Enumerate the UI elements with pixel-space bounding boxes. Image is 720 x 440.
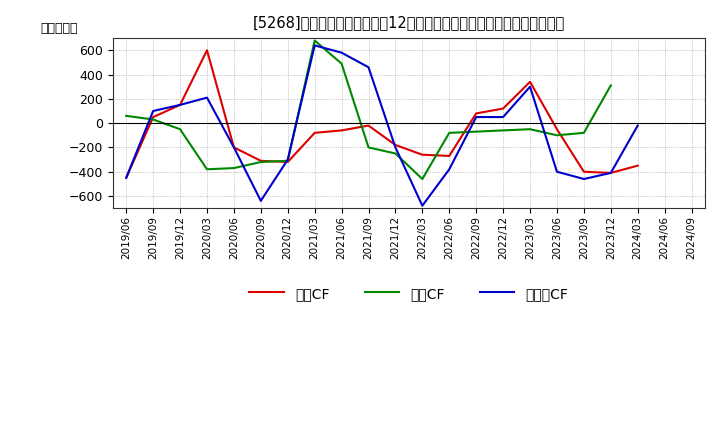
投資CF <box>256 159 265 165</box>
投資CF <box>122 113 130 118</box>
営業CF <box>284 159 292 165</box>
フリーCF <box>391 145 400 150</box>
投資CF <box>176 127 184 132</box>
営業CF <box>149 114 158 120</box>
投資CF <box>445 130 454 136</box>
営業CF <box>553 127 562 132</box>
投資CF <box>418 176 427 182</box>
フリーCF <box>149 108 158 114</box>
Line: 営業CF: 営業CF <box>126 50 638 178</box>
営業CF <box>526 79 534 84</box>
フリーCF <box>418 203 427 209</box>
Line: 投資CF: 投資CF <box>126 40 611 179</box>
フリーCF <box>553 169 562 174</box>
投資CF <box>499 128 508 133</box>
フリーCF <box>606 170 615 176</box>
フリーCF <box>230 145 238 150</box>
営業CF <box>418 152 427 158</box>
投資CF <box>337 61 346 66</box>
営業CF <box>472 111 480 116</box>
フリーCF <box>499 114 508 120</box>
フリーCF <box>284 157 292 162</box>
Y-axis label: （百万円）: （百万円） <box>41 22 78 35</box>
営業CF <box>445 153 454 158</box>
投資CF <box>202 167 211 172</box>
Title: [5268]　キャッシュフローの12か月移動合計の対前年同期増減額の推移: [5268] キャッシュフローの12か月移動合計の対前年同期増減額の推移 <box>253 15 565 30</box>
フリーCF <box>634 123 642 128</box>
投資CF <box>149 117 158 122</box>
投資CF <box>230 165 238 171</box>
フリーCF <box>580 176 588 182</box>
営業CF <box>580 169 588 174</box>
投資CF <box>391 151 400 156</box>
Legend: 営業CF, 投資CF, フリーCF: 営業CF, 投資CF, フリーCF <box>249 286 568 301</box>
フリーCF <box>364 65 373 70</box>
フリーCF <box>256 198 265 204</box>
投資CF <box>606 83 615 88</box>
フリーCF <box>526 84 534 89</box>
営業CF <box>256 158 265 163</box>
投資CF <box>364 145 373 150</box>
フリーCF <box>472 114 480 120</box>
フリーCF <box>445 167 454 172</box>
フリーCF <box>310 43 319 48</box>
営業CF <box>122 175 130 180</box>
営業CF <box>364 123 373 128</box>
フリーCF <box>202 95 211 100</box>
Line: フリーCF: フリーCF <box>126 45 638 206</box>
投資CF <box>310 38 319 43</box>
営業CF <box>176 102 184 107</box>
投資CF <box>284 158 292 163</box>
フリーCF <box>122 175 130 180</box>
営業CF <box>230 145 238 150</box>
営業CF <box>606 170 615 176</box>
営業CF <box>202 48 211 53</box>
営業CF <box>634 163 642 168</box>
営業CF <box>391 143 400 148</box>
投資CF <box>526 127 534 132</box>
営業CF <box>499 106 508 111</box>
投資CF <box>472 129 480 134</box>
投資CF <box>553 132 562 138</box>
投資CF <box>580 130 588 136</box>
営業CF <box>337 128 346 133</box>
フリーCF <box>176 102 184 107</box>
営業CF <box>310 130 319 136</box>
フリーCF <box>337 50 346 55</box>
